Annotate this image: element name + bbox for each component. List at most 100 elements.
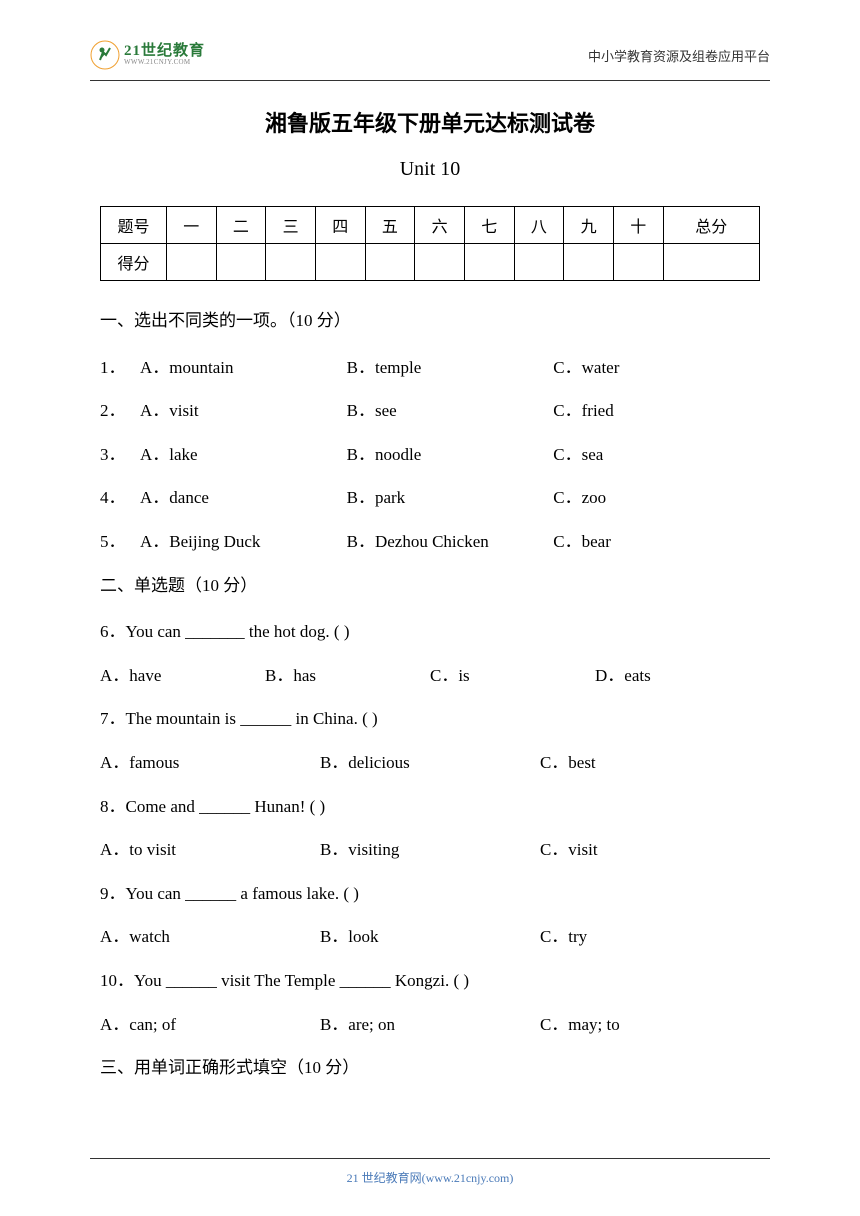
table-cell xyxy=(514,244,564,281)
table-cell: 三 xyxy=(266,207,316,244)
table-cell: 九 xyxy=(564,207,614,244)
table-cell: 总分 xyxy=(663,207,759,244)
main-content: 湘鲁版五年级下册单元达标测试卷 Unit 10 题号 一 二 三 四 五 六 七… xyxy=(0,106,860,1084)
option-a: A．dance xyxy=(140,483,347,514)
question-8: 8．Come and ______ Hunan! ( ) xyxy=(100,792,760,823)
table-cell: 八 xyxy=(514,207,564,244)
logo-text: 21世纪教育 WWW.21CNJY.COM xyxy=(124,44,205,66)
option-a: A．mountain xyxy=(140,353,347,384)
table-row: 题号 一 二 三 四 五 六 七 八 九 十 总分 xyxy=(101,207,760,244)
logo-icon xyxy=(90,40,120,70)
section-2-title: 二、单选题（10 分） xyxy=(100,571,760,602)
page-header: 21世纪教育 WWW.21CNJY.COM 中小学教育资源及组卷应用平台 xyxy=(0,0,860,80)
option-b: B．see xyxy=(347,396,554,427)
option-b: B．temple xyxy=(347,353,554,384)
question-options: A．mountain B．temple C．water xyxy=(140,353,760,384)
footer-text: 21 世纪教育网(www.21cnjy.com) xyxy=(0,1169,860,1186)
page-title: 湘鲁版五年级下册单元达标测试卷 xyxy=(100,106,760,138)
option-b: B．has xyxy=(265,661,430,692)
table-row: 得分 xyxy=(101,244,760,281)
question-options: A．visit B．see C．fried xyxy=(140,396,760,427)
score-table: 题号 一 二 三 四 五 六 七 八 九 十 总分 得分 xyxy=(100,206,760,281)
question-2: 2． A．visit B．see C．fried xyxy=(100,396,760,427)
table-cell xyxy=(315,244,365,281)
question-options: A．dance B．park C．zoo xyxy=(140,483,760,514)
question-options: A．Beijing Duck B．Dezhou Chicken C．bear xyxy=(140,527,760,558)
header-right-text: 中小学教育资源及组卷应用平台 xyxy=(588,46,770,65)
question-6-options: A．have B．has C．is D．eats xyxy=(100,661,760,692)
option-b: B．look xyxy=(320,922,540,953)
table-cell: 题号 xyxy=(101,207,167,244)
question-6: 6．You can _______ the hot dog. ( ) xyxy=(100,617,760,648)
question-8-options: A．to visit B．visiting C．visit xyxy=(100,835,760,866)
table-cell xyxy=(365,244,415,281)
option-a: A．have xyxy=(100,661,265,692)
question-number: 2． xyxy=(100,396,140,427)
option-b: B．delicious xyxy=(320,748,540,779)
option-c: C．zoo xyxy=(553,483,760,514)
table-cell xyxy=(564,244,614,281)
table-cell xyxy=(464,244,514,281)
table-cell: 得分 xyxy=(101,244,167,281)
question-9-options: A．watch B．look C．try xyxy=(100,922,760,953)
footer-divider xyxy=(90,1158,770,1159)
table-cell: 五 xyxy=(365,207,415,244)
option-c: C．best xyxy=(540,748,760,779)
question-4: 4． A．dance B．park C．zoo xyxy=(100,483,760,514)
question-3: 3． A．lake B．noodle C．sea xyxy=(100,440,760,471)
option-c: C．may; to xyxy=(540,1010,760,1041)
question-9: 9．You can ______ a famous lake. ( ) xyxy=(100,879,760,910)
question-number: 5． xyxy=(100,527,140,558)
logo-main-text: 21世纪教育 xyxy=(124,44,205,59)
option-c: C．try xyxy=(540,922,760,953)
question-7: 7．The mountain is ______ in China. ( ) xyxy=(100,704,760,735)
table-cell: 六 xyxy=(415,207,465,244)
table-cell xyxy=(266,244,316,281)
option-c: C．sea xyxy=(553,440,760,471)
logo: 21世纪教育 WWW.21CNJY.COM xyxy=(90,40,205,70)
option-a: A．lake xyxy=(140,440,347,471)
table-cell: 十 xyxy=(613,207,663,244)
option-c: C．bear xyxy=(553,527,760,558)
question-7-options: A．famous B．delicious C．best xyxy=(100,748,760,779)
table-cell xyxy=(415,244,465,281)
option-c: C．water xyxy=(553,353,760,384)
option-a: A．famous xyxy=(100,748,320,779)
option-a: A．visit xyxy=(140,396,347,427)
page-footer: 21 世纪教育网(www.21cnjy.com) xyxy=(0,1158,860,1186)
table-cell xyxy=(166,244,216,281)
question-5: 5． A．Beijing Duck B．Dezhou Chicken C．bea… xyxy=(100,527,760,558)
option-a: A．watch xyxy=(100,922,320,953)
table-cell xyxy=(663,244,759,281)
question-number: 3． xyxy=(100,440,140,471)
question-options: A．lake B．noodle C．sea xyxy=(140,440,760,471)
table-cell xyxy=(216,244,266,281)
option-b: B．visiting xyxy=(320,835,540,866)
table-cell xyxy=(613,244,663,281)
header-divider xyxy=(90,80,770,81)
option-c: C．is xyxy=(430,661,595,692)
question-10-options: A．can; of B．are; on C．may; to xyxy=(100,1010,760,1041)
logo-sub-text: WWW.21CNJY.COM xyxy=(124,59,205,66)
option-a: A．Beijing Duck xyxy=(140,527,347,558)
option-b: B．are; on xyxy=(320,1010,540,1041)
option-b: B．noodle xyxy=(347,440,554,471)
question-number: 4． xyxy=(100,483,140,514)
option-b: B．Dezhou Chicken xyxy=(347,527,554,558)
page-subtitle: Unit 10 xyxy=(100,158,760,181)
section-3-title: 三、用单词正确形式填空（10 分） xyxy=(100,1053,760,1084)
question-number: 1． xyxy=(100,353,140,384)
option-a: A．can; of xyxy=(100,1010,320,1041)
table-cell: 七 xyxy=(464,207,514,244)
question-10: 10．You ______ visit The Temple ______ Ko… xyxy=(100,966,760,997)
table-cell: 四 xyxy=(315,207,365,244)
option-c: C．visit xyxy=(540,835,760,866)
option-a: A．to visit xyxy=(100,835,320,866)
question-1: 1． A．mountain B．temple C．water xyxy=(100,353,760,384)
option-d: D．eats xyxy=(595,661,760,692)
table-cell: 二 xyxy=(216,207,266,244)
section-1-title: 一、选出不同类的一项。（10 分） xyxy=(100,306,760,337)
table-cell: 一 xyxy=(166,207,216,244)
option-b: B．park xyxy=(347,483,554,514)
option-c: C．fried xyxy=(553,396,760,427)
